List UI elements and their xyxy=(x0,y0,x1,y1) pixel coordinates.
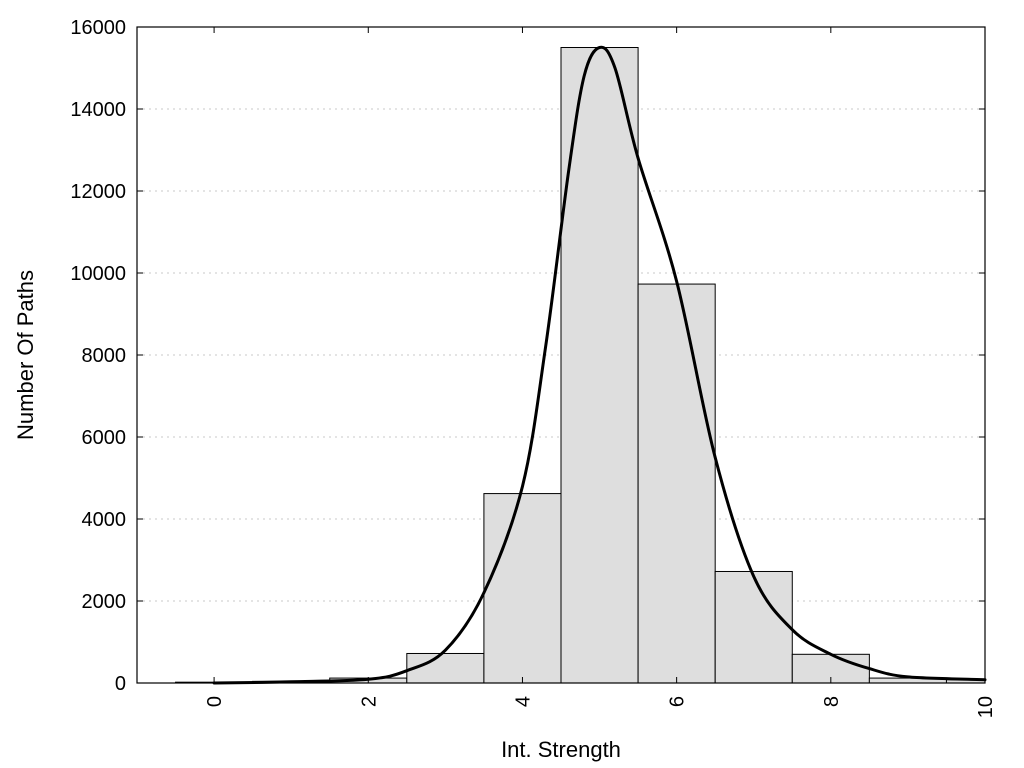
x-tick-label: 10 xyxy=(975,696,997,718)
y-axis-title: Number Of Paths xyxy=(13,270,38,440)
fit-curve-layer xyxy=(212,45,987,685)
histogram-bars xyxy=(175,47,986,684)
y-tick-label: 10000 xyxy=(70,263,126,285)
histogram-bar xyxy=(483,493,562,684)
y-tick-label: 12000 xyxy=(70,181,126,203)
x-axis-title: Int. Strength xyxy=(501,737,621,762)
y-tick-label: 6000 xyxy=(82,427,127,449)
x-tick-label: 2 xyxy=(358,696,380,707)
y-tick-label: 2000 xyxy=(82,591,127,613)
histogram-bar xyxy=(406,652,485,684)
histogram-bar xyxy=(560,47,639,684)
y-tick-label: 4000 xyxy=(82,509,127,531)
x-tick-label: 8 xyxy=(821,696,843,707)
histogram-bar xyxy=(637,283,716,684)
y-tick-label: 16000 xyxy=(70,17,126,39)
x-tick-label: 6 xyxy=(667,696,689,707)
x-tick-label: 4 xyxy=(512,696,534,707)
axis-ticks: 0 2000 4000 6000 8000 10000 12000 14000 16000 0 2 4… xyxy=(70,17,997,718)
y-tick-label: 0 xyxy=(115,673,126,695)
x-tick-label: 0 xyxy=(204,696,226,707)
histogram-bar xyxy=(714,570,793,684)
y-tick-label: 8000 xyxy=(82,345,127,367)
y-tick-label: 14000 xyxy=(70,99,126,121)
fit-curve xyxy=(212,45,987,685)
